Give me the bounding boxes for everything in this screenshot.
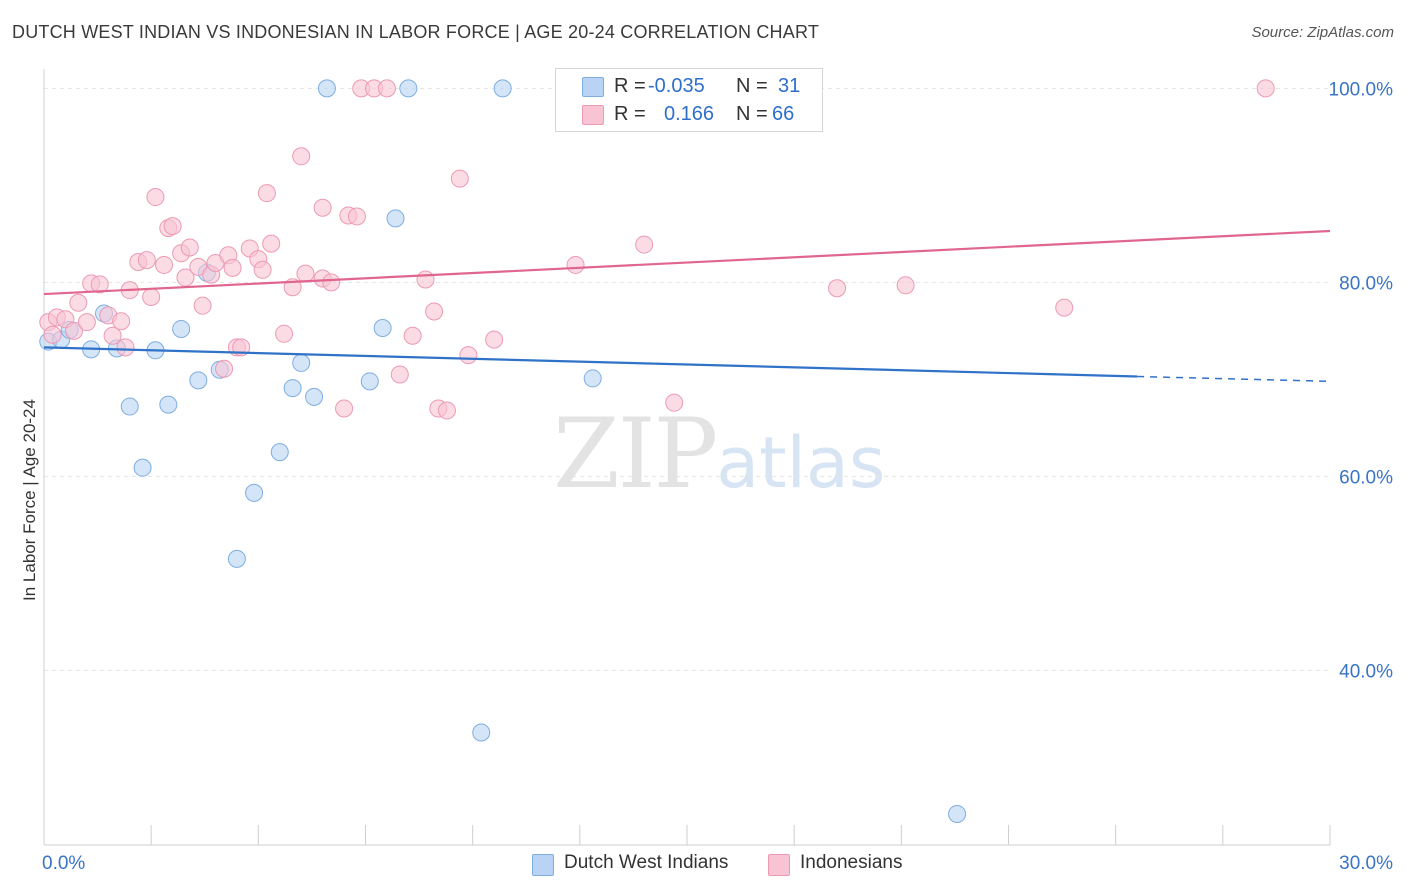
- watermark-zip: ZIP: [553, 398, 718, 510]
- n-value: 31: [778, 75, 801, 97]
- source-credit: Source: ZipAtlas.com: [1251, 24, 1394, 41]
- y-tick-label: 40.0%: [1339, 661, 1393, 682]
- data-point-indonesian: [335, 399, 354, 418]
- chart-title: DUTCH WEST INDIAN VS INDONESIAN IN LABOR…: [12, 22, 820, 42]
- r-value: -0.035: [648, 75, 705, 97]
- data-point-indonesian: [257, 184, 276, 203]
- data-point-dutch-west-indian: [227, 549, 246, 568]
- data-point-indonesian: [390, 365, 409, 384]
- data-point-indonesian: [437, 401, 456, 420]
- data-point-indonesian: [896, 276, 915, 295]
- data-point-indonesian: [155, 255, 174, 274]
- pink-swatch: [768, 854, 790, 876]
- data-point-dutch-west-indian: [399, 79, 418, 98]
- data-point-indonesian: [215, 359, 234, 378]
- data-point-dutch-west-indian: [159, 395, 178, 414]
- data-point-indonesian: [112, 312, 131, 331]
- y-axis-label-wrap: In Labor Force | Age 20-24: [18, 300, 42, 700]
- data-point-dutch-west-indian: [245, 483, 264, 502]
- data-point-dutch-west-indian: [283, 379, 302, 398]
- blue-swatch: [582, 77, 604, 97]
- x-tick-label: 30.0%: [1339, 853, 1393, 874]
- data-point-dutch-west-indian: [472, 723, 491, 742]
- x-tick-label: 0.0%: [42, 853, 85, 874]
- data-point-dutch-west-indian: [270, 443, 289, 462]
- legend-label: Dutch West Indians: [564, 852, 729, 873]
- y-tick-label: 100.0%: [1329, 79, 1394, 100]
- data-point-indonesian: [103, 326, 122, 345]
- r-value: 0.166: [664, 103, 715, 125]
- data-point-indonesian: [146, 188, 165, 207]
- data-point-indonesian: [292, 147, 311, 166]
- data-point-indonesian: [347, 207, 366, 226]
- data-point-indonesian: [142, 287, 161, 306]
- data-point-indonesian: [180, 238, 199, 257]
- n-label: N =: [736, 75, 768, 97]
- data-point-dutch-west-indian: [373, 318, 392, 337]
- stats-legend-row-pink: R = 0.166 N = 66: [556, 101, 822, 129]
- data-point-dutch-west-indian: [493, 79, 512, 98]
- trend-line-dutch-west-indian: [43, 346, 1138, 378]
- data-point-indonesian: [665, 393, 684, 412]
- data-point-dutch-west-indian: [133, 458, 152, 477]
- data-point-indonesian: [635, 235, 654, 254]
- r-label: R =: [614, 75, 646, 97]
- data-point-indonesian: [377, 79, 396, 98]
- n-label: N =: [736, 103, 768, 125]
- data-point-indonesian: [425, 302, 444, 321]
- data-point-indonesian: [485, 330, 504, 349]
- data-point-indonesian: [1055, 298, 1074, 317]
- data-point-indonesian: [416, 270, 435, 289]
- data-point-indonesian: [403, 326, 422, 345]
- pink-swatch: [582, 105, 604, 125]
- legend-label: Indonesians: [800, 852, 903, 873]
- data-point-indonesian: [262, 234, 281, 253]
- data-point-indonesian: [77, 313, 96, 332]
- data-point-indonesian: [223, 258, 242, 277]
- data-point-indonesian: [459, 346, 478, 365]
- y-tick-label: 80.0%: [1339, 273, 1393, 294]
- data-point-dutch-west-indian: [948, 804, 967, 823]
- data-point-dutch-west-indian: [360, 372, 379, 391]
- data-point-dutch-west-indian: [292, 353, 311, 372]
- n-value: 66: [772, 103, 795, 125]
- data-point-indonesian: [313, 198, 332, 217]
- y-axis-label: In Labor Force | Age 20-24: [20, 399, 39, 601]
- data-point-dutch-west-indian: [583, 369, 602, 388]
- stats-legend: R = -0.035 N = 31 R = 0.166 N = 66: [555, 68, 823, 132]
- r-label: R =: [614, 103, 646, 125]
- data-point-indonesian: [137, 251, 156, 270]
- data-point-indonesian: [296, 264, 315, 283]
- watermark: ZIPatlas: [553, 398, 885, 510]
- blue-swatch: [532, 854, 554, 876]
- data-point-dutch-west-indian: [189, 371, 208, 390]
- data-point-indonesian: [828, 279, 847, 298]
- stats-legend-row-blue: R = -0.035 N = 31: [556, 73, 822, 101]
- data-point-dutch-west-indian: [305, 387, 324, 406]
- data-point-indonesian: [116, 338, 135, 357]
- data-point-dutch-west-indian: [317, 79, 336, 98]
- watermark-atlas: atlas: [716, 422, 886, 504]
- data-point-dutch-west-indian: [120, 397, 139, 416]
- data-point-indonesian: [69, 293, 88, 312]
- data-point-indonesian: [275, 324, 294, 343]
- data-point-dutch-west-indian: [386, 209, 405, 228]
- y-tick-label: 60.0%: [1339, 467, 1393, 488]
- data-point-indonesian: [253, 260, 272, 279]
- data-point-indonesian: [322, 273, 341, 292]
- data-point-indonesian: [90, 275, 109, 294]
- data-point-indonesian: [193, 296, 212, 315]
- data-point-indonesian: [1256, 79, 1275, 98]
- data-point-indonesian: [450, 169, 469, 188]
- data-point-indonesian: [43, 325, 62, 344]
- data-point-dutch-west-indian: [172, 319, 191, 338]
- trend-line-extension: [1137, 375, 1331, 383]
- trend-line-indonesian: [43, 229, 1331, 296]
- data-point-indonesian: [65, 321, 84, 340]
- data-point-indonesian: [163, 217, 182, 236]
- data-point-indonesian: [566, 255, 585, 274]
